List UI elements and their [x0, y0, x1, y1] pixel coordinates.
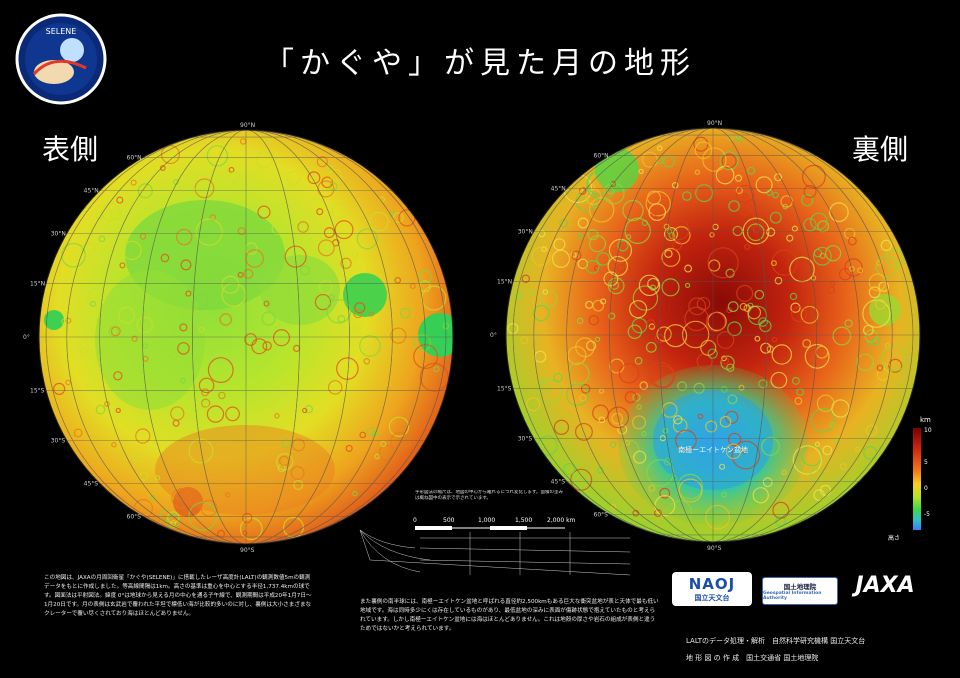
lat-tick-label: 15°N	[30, 280, 45, 287]
lat-tick-label: 15°N	[497, 278, 512, 285]
svg-text:SELENE: SELENE	[46, 27, 77, 36]
description-near: この地図は、JAXAの月周回衛星「かぐや(SELENE)」に搭載したレーザ高度計…	[44, 575, 312, 617]
scale-bar: 字形図法の縮尺は、地図の中心から離れるにつれ変化します。面積の歪みは概ね図中の表…	[359, 490, 631, 576]
scale-label: 500	[443, 517, 455, 524]
lat-tick-label: 45°S	[551, 478, 566, 485]
colorbar-tick: 10	[924, 427, 932, 434]
lat-tick-label: 45°N	[551, 186, 566, 193]
lat-tick-label: 60°N	[594, 153, 609, 160]
credit-line: LALTのデータ処理・解析 自然科学研究機構 国立天文台	[686, 637, 866, 645]
lat-tick-label: 60°N	[127, 155, 142, 162]
colorbar-tick: 5	[924, 459, 928, 466]
lat-tick-label: 30°N	[51, 231, 66, 238]
lat-tick-label: 30°S	[51, 438, 66, 445]
lat-tick-label: 0°	[490, 332, 497, 339]
lat-tick-label: 15°S	[30, 388, 45, 395]
lat-tick-label: 90°N	[240, 122, 255, 129]
colorbar-tick: 0	[924, 485, 928, 492]
jaxa-logo: JAXA	[855, 572, 915, 598]
lat-tick-label: 90°S	[240, 547, 255, 554]
colorbar-unit: km	[920, 416, 931, 424]
far-side-map: 南極ーエイトケン盆地 90°N 60°N 45°N 30°N 15°N 0° 15°S 30°…	[490, 120, 921, 552]
elevation-colorbar: km 10 5 0 -5 高さ	[888, 416, 932, 542]
scale-label: 2,000 km	[547, 517, 576, 524]
lat-tick-label: 90°N	[707, 120, 722, 127]
lat-tick-label: 60°S	[127, 513, 142, 520]
credit-line: 地 形 図 の 作 成 国土交通省 国土地理院	[686, 654, 819, 662]
page-title: 「かぐや」が見た月の地形	[264, 46, 696, 81]
colorbar-low-label: 高さ	[888, 534, 900, 542]
selene-mission-logo: SELENE	[15, 13, 107, 105]
lat-tick-label: 30°S	[518, 436, 533, 443]
lat-tick-label: 60°S	[594, 511, 609, 518]
colorbar-tick: -5	[924, 511, 930, 518]
scale-label: 1,000	[478, 517, 495, 524]
gsi-logo: 国土地理院 Geospatial Information Authority	[762, 577, 838, 605]
far-region-label: 南極ーエイトケン盆地	[678, 445, 748, 454]
scale-label: 0	[413, 517, 417, 524]
lat-tick-label: 30°N	[518, 229, 533, 236]
lat-tick-label: 45°N	[84, 188, 99, 195]
credits: LALTのデータ処理・解析 自然科学研究機構 国立天文台 地 形 図 の 作 成…	[686, 633, 926, 667]
description-far: また裏側の南半球には、南極ーエイトケン盆地と呼ばれる直径約2,500kmもある巨…	[360, 599, 659, 632]
lat-tick-label: 15°S	[497, 386, 512, 393]
lat-tick-label: 0°	[23, 334, 30, 341]
scale-note: 字形図法の縮尺は、地図の中心から離れるにつれ変化します。面積の歪みは概ね図中の表…	[415, 490, 564, 501]
lat-tick-label: 45°S	[84, 480, 99, 487]
far-side-label: 裏側	[852, 133, 909, 166]
scale-label: 1,500	[515, 517, 532, 524]
near-side-map: 90°N 60°N 45°N 30°N 15°N 0° 15°S 30°S 45°S 60°S 90…	[23, 122, 454, 554]
lat-tick-label: 90°S	[707, 545, 722, 552]
naoj-logo: NAOJ 国立天文台	[672, 572, 752, 606]
near-side-label: 表側	[42, 133, 99, 166]
